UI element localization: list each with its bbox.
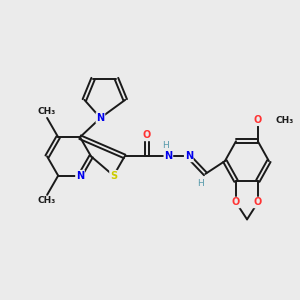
Text: O: O: [232, 197, 240, 208]
Text: N: N: [96, 113, 104, 123]
Text: N: N: [76, 171, 84, 181]
Text: O: O: [254, 197, 262, 208]
Text: CH₃: CH₃: [38, 107, 56, 116]
Text: O: O: [254, 115, 262, 125]
Text: N: N: [164, 152, 172, 161]
Text: N: N: [185, 152, 193, 161]
Text: CH₃: CH₃: [276, 116, 294, 125]
Text: H: H: [162, 141, 169, 150]
Text: O: O: [143, 130, 151, 140]
Text: H: H: [197, 179, 203, 188]
Text: S: S: [110, 171, 117, 181]
Text: CH₃: CH₃: [38, 196, 56, 205]
